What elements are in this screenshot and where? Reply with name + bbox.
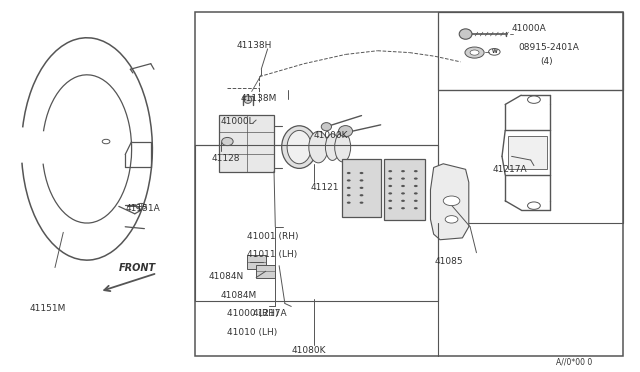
- Circle shape: [388, 192, 392, 195]
- Text: 41084M: 41084M: [221, 291, 257, 300]
- Circle shape: [347, 179, 351, 182]
- Circle shape: [388, 170, 392, 172]
- Circle shape: [388, 200, 392, 202]
- Text: 41217A: 41217A: [492, 165, 527, 174]
- Bar: [342, 159, 381, 217]
- Circle shape: [388, 177, 392, 180]
- Ellipse shape: [335, 132, 351, 162]
- Ellipse shape: [282, 126, 317, 169]
- Circle shape: [347, 194, 351, 196]
- Circle shape: [445, 216, 458, 223]
- Circle shape: [414, 170, 418, 172]
- Bar: [438, 12, 623, 90]
- Text: 41128: 41128: [211, 154, 240, 163]
- Text: 41121: 41121: [310, 183, 339, 192]
- Circle shape: [360, 172, 364, 174]
- Bar: [195, 145, 438, 301]
- Circle shape: [360, 179, 364, 182]
- Text: 41011 (LH): 41011 (LH): [246, 250, 297, 259]
- Text: (4): (4): [540, 57, 553, 66]
- Circle shape: [360, 187, 364, 189]
- Circle shape: [388, 207, 392, 209]
- Polygon shape: [220, 115, 274, 172]
- Text: 41085: 41085: [435, 257, 463, 266]
- Text: 41001 (RH): 41001 (RH): [246, 231, 298, 241]
- Bar: [438, 90, 623, 223]
- Circle shape: [401, 185, 405, 187]
- Ellipse shape: [244, 96, 252, 103]
- Text: FRONT: FRONT: [119, 263, 156, 273]
- Circle shape: [347, 187, 351, 189]
- Circle shape: [527, 96, 540, 103]
- Circle shape: [414, 207, 418, 209]
- Ellipse shape: [287, 131, 312, 164]
- Bar: [195, 12, 623, 356]
- Ellipse shape: [339, 126, 353, 137]
- Circle shape: [347, 202, 351, 204]
- Circle shape: [401, 200, 405, 202]
- Text: 41217A: 41217A: [253, 310, 287, 318]
- Ellipse shape: [221, 137, 233, 145]
- Text: 41138H: 41138H: [237, 41, 273, 50]
- Text: 41000L: 41000L: [221, 117, 255, 126]
- Circle shape: [470, 50, 479, 55]
- Circle shape: [401, 170, 405, 172]
- Circle shape: [527, 202, 540, 209]
- Text: 41151A: 41151A: [125, 204, 160, 213]
- Bar: [256, 264, 275, 278]
- Ellipse shape: [321, 123, 332, 131]
- Circle shape: [414, 192, 418, 195]
- Circle shape: [444, 196, 460, 206]
- Bar: [508, 136, 547, 169]
- Ellipse shape: [309, 131, 328, 163]
- Polygon shape: [431, 164, 468, 240]
- Circle shape: [388, 185, 392, 187]
- Text: 41080K: 41080K: [291, 346, 326, 355]
- Bar: [246, 255, 266, 269]
- Circle shape: [414, 177, 418, 180]
- Text: A//0*00 0: A//0*00 0: [556, 357, 593, 366]
- Circle shape: [401, 192, 405, 195]
- Text: 41138M: 41138M: [240, 94, 276, 103]
- Ellipse shape: [460, 29, 472, 39]
- Circle shape: [414, 185, 418, 187]
- Text: W: W: [492, 49, 497, 54]
- Circle shape: [347, 172, 351, 174]
- Circle shape: [360, 202, 364, 204]
- Circle shape: [414, 200, 418, 202]
- Text: 41151M: 41151M: [29, 304, 66, 313]
- Text: 41000A: 41000A: [511, 24, 547, 33]
- Text: 41084N: 41084N: [208, 272, 243, 281]
- Text: 41000K: 41000K: [314, 131, 348, 141]
- Circle shape: [401, 177, 405, 180]
- Bar: [384, 159, 426, 220]
- Text: 41010 (LH): 41010 (LH): [227, 328, 278, 337]
- Text: 08915-2401A: 08915-2401A: [518, 42, 579, 51]
- Circle shape: [465, 47, 484, 58]
- Circle shape: [401, 207, 405, 209]
- Circle shape: [360, 194, 364, 196]
- Text: 41000 (RH): 41000 (RH): [227, 310, 279, 318]
- Ellipse shape: [325, 134, 339, 160]
